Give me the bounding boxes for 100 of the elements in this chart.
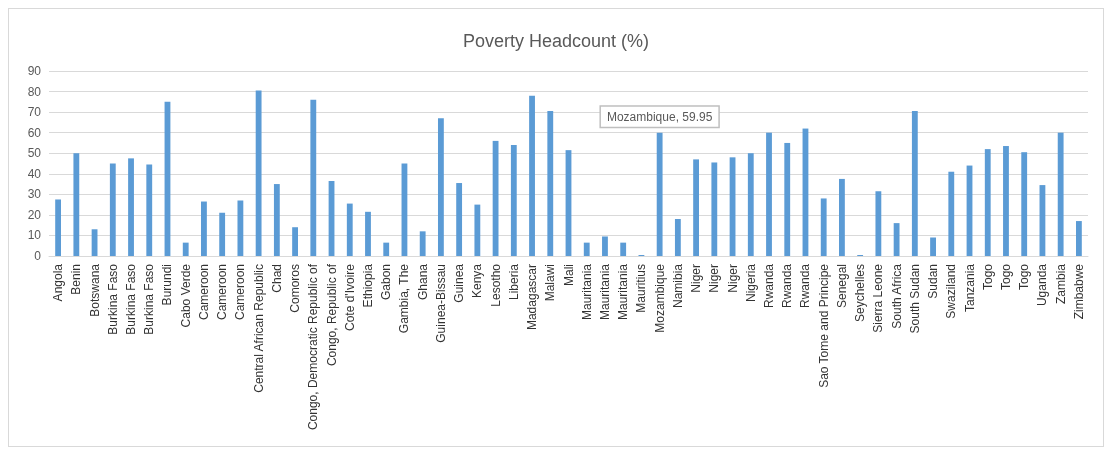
x-tick-label: Gabon [379,264,394,301]
bar [893,223,900,256]
x-tick-label: Togo [980,263,995,291]
bar [292,227,298,256]
x-tick-label: Niger [725,264,740,293]
bar [273,184,280,256]
y-tick-label: 30 [27,187,42,202]
bar [656,132,663,256]
bar [109,163,116,256]
bar [55,199,62,256]
chart-title: Poverty Headcount (%) [462,31,650,51]
x-tick-label: Tanzania [962,263,977,313]
x-tick-label: Cameroon [215,264,230,321]
x-tick-label: Uganda [1035,263,1050,307]
bar [911,111,918,256]
x-tick-label: Botswana [87,263,102,317]
bar [1021,152,1028,256]
bar [620,242,627,256]
x-tick-label: Gambia, The [397,263,412,334]
bar [875,191,882,256]
y-tick-label: 60 [27,125,42,140]
y-tick-label: 70 [27,105,42,120]
bar [984,149,991,256]
bar [146,164,153,256]
x-tick-label: Benin [69,264,84,295]
bar [930,237,936,256]
x-tick-label: Mauritania [616,263,631,321]
y-tick-label: 40 [27,166,42,181]
x-tick-label: Comoros [288,264,303,313]
x-tick-label: Guinea-Bissau [433,264,448,343]
bar [839,178,845,256]
bar [456,183,463,256]
x-tick-label: Sao Tome and Principe [816,263,831,388]
x-tick-label: Burkina Faso [124,263,139,335]
x-tick-label: Liberia [506,263,521,301]
bar [492,140,499,256]
x-tick-label: Seychelles [853,264,868,323]
x-tick-label: Senegal [834,264,849,309]
y-tick-label: 20 [27,207,42,222]
y-tick-label: 10 [27,228,42,243]
bar [529,95,535,256]
x-tick-label: Mauritania [597,263,612,321]
x-tick-label: Niger [689,264,704,293]
x-tick-label: Congo, Democratic Republic of [306,263,321,431]
x-tick-label: Niger [707,264,722,293]
bar [437,118,444,256]
x-tick-label: Mozambique [652,263,667,333]
x-tick-label: Congo, Republic of [324,263,339,367]
annotation: Mozambique, 59.95 [606,109,713,124]
bar [711,162,718,256]
x-tick-label: Cabo Verde [178,263,193,328]
x-tick-label: Ghana [415,263,430,301]
x-tick-label: Burkina Faso [105,263,120,335]
bar [128,158,134,256]
bar [182,242,189,256]
x-tick-label: Zambia [1053,263,1068,305]
bar [346,203,353,256]
x-tick-label: Togo [998,263,1013,291]
x-tick-label: Swaziland [944,264,959,319]
bar [73,153,80,256]
x-tick-label: Nigeria [743,263,758,303]
bar [201,201,207,256]
x-tick-label: Burkina Faso [142,263,157,335]
x-tick-label: Sierra Leone [871,263,886,333]
x-tick-label: Rwanda [762,263,777,309]
bar [419,231,426,256]
x-tick-label: Cameroon [196,264,211,321]
bar [1057,132,1064,256]
x-tick-label: Cote d'Ivoire [342,263,357,331]
bar [383,242,390,256]
y-tick-label: 90 [27,64,42,78]
x-tick-label: Kenya [470,263,485,299]
bar [583,242,590,256]
bar [547,111,554,256]
bar [784,142,791,256]
x-tick-label: Angola [51,263,66,302]
x-tick-label: Zimbabwe [1071,263,1086,320]
x-tick-label: Lesotho [488,263,503,307]
y-tick-label: 80 [27,84,42,99]
bar [1075,221,1082,256]
x-tick-label: Central African Republic [251,264,266,393]
x-tick-label: Rwanda [798,263,813,309]
x-tick-label: South Sudan [907,264,922,334]
bar [255,90,262,256]
bar [747,153,754,256]
bar [474,204,481,256]
bar [365,211,371,256]
x-tick-label: Burundi [160,264,175,306]
x-tick-label: Ethiopia [360,263,375,308]
bar [602,236,608,256]
y-tick-label: 50 [27,146,42,161]
x-tick-label: Sudan [926,264,941,299]
x-tick-label: Chad [269,264,284,293]
bar [219,212,226,256]
x-tick-label: Malawi [543,264,558,302]
bar [948,171,955,256]
bar [310,99,317,256]
x-tick-label: Guinea [452,263,467,303]
bar [1003,146,1009,256]
bar [510,145,517,256]
